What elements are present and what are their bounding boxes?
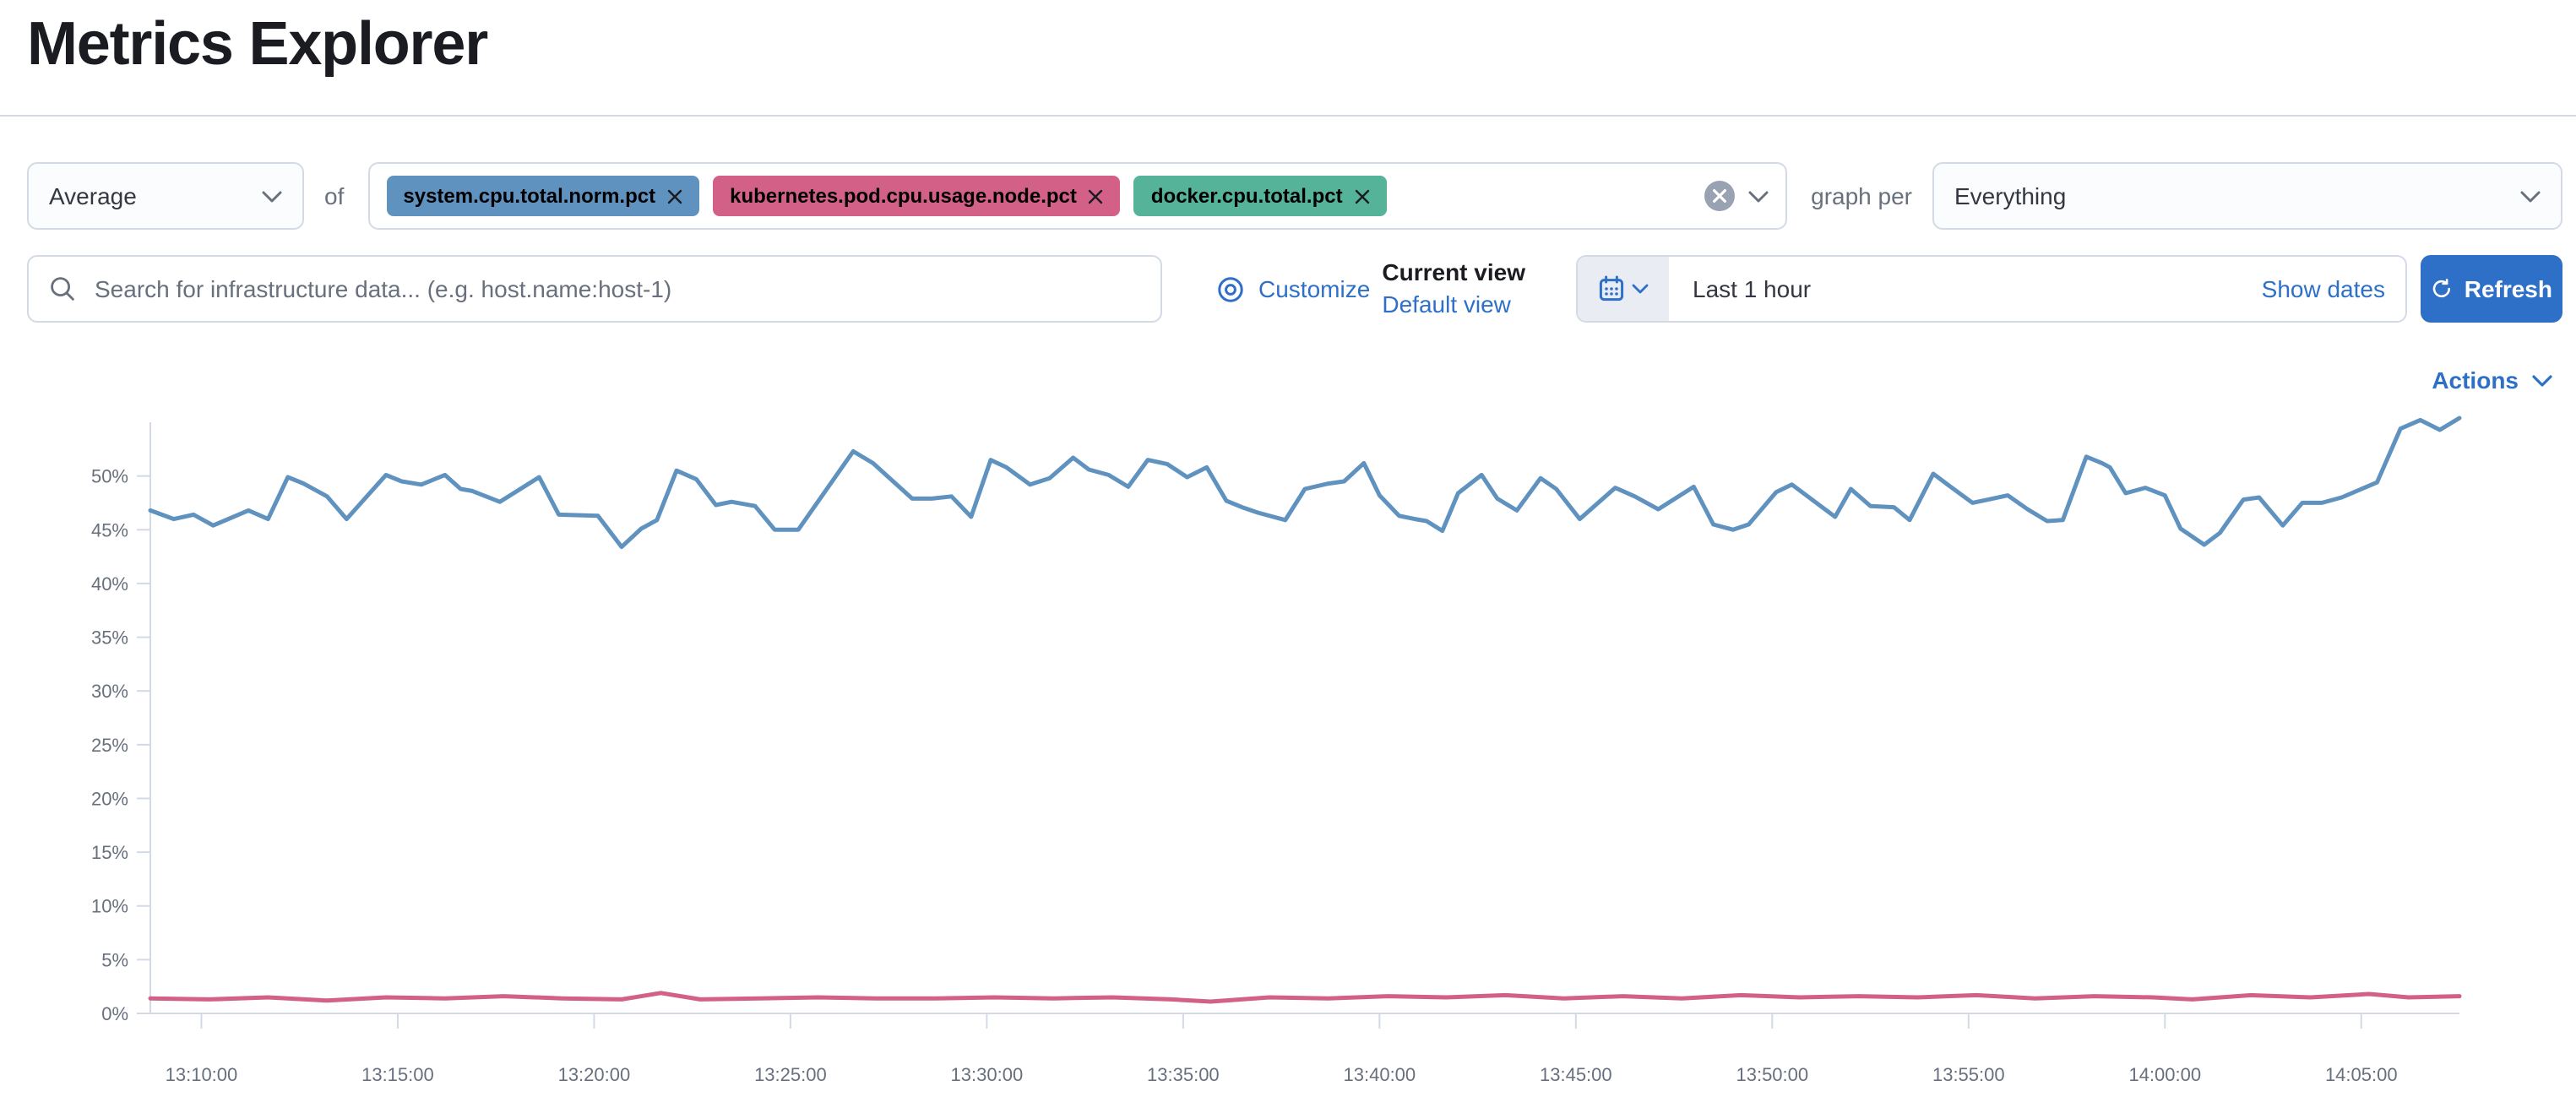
actions-menu-button[interactable]: Actions <box>2432 363 2552 397</box>
metric-badge-label: kubernetes.pod.cpu.usage.node.pct <box>730 184 1077 208</box>
metric-badge[interactable]: kubernetes.pod.cpu.usage.node.pct <box>713 176 1121 216</box>
customize-button[interactable]: Customize <box>1216 274 1370 303</box>
of-label: of <box>324 182 345 209</box>
graph-per-value: Everything <box>1954 182 2067 209</box>
metric-badge-label: system.cpu.total.norm.pct <box>403 184 656 208</box>
svg-text:13:40:00: 13:40:00 <box>1344 1064 1416 1085</box>
clear-all-icon[interactable] <box>1704 181 1736 211</box>
svg-text:13:20:00: 13:20:00 <box>558 1064 631 1085</box>
page-title: Metrics Explorer <box>27 8 488 78</box>
svg-text:13:45:00: 13:45:00 <box>1540 1064 1612 1085</box>
customize-label: Customize <box>1258 275 1371 302</box>
search-input[interactable] <box>91 274 1140 304</box>
refresh-button[interactable]: Refresh <box>2421 255 2562 323</box>
svg-text:13:35:00: 13:35:00 <box>1147 1064 1220 1085</box>
time-range-picker[interactable]: Last 1 hour Show dates <box>1576 255 2407 323</box>
search-icon <box>51 277 74 301</box>
graph-per-label: graph per <box>1811 182 1912 209</box>
svg-text:40%: 40% <box>91 573 128 595</box>
metric-badge-label: docker.cpu.total.pct <box>1150 184 1343 208</box>
svg-text:50%: 50% <box>91 466 128 487</box>
aggregation-value: Average <box>49 182 137 209</box>
header-divider <box>0 115 2576 117</box>
svg-text:20%: 20% <box>91 788 128 809</box>
actions-row: Actions <box>0 363 2552 397</box>
chevron-down-icon[interactable] <box>1748 190 1769 202</box>
aggregation-select[interactable]: Average <box>27 162 304 230</box>
calendar-icon <box>1599 275 1624 301</box>
svg-text:14:00:00: 14:00:00 <box>2128 1064 2201 1085</box>
default-view-link[interactable]: Default view <box>1382 291 1511 318</box>
svg-text:25%: 25% <box>91 735 128 756</box>
current-view-label: Current view <box>1382 258 1525 285</box>
chevron-down-icon <box>2532 374 2552 386</box>
metrics-combobox[interactable]: system.cpu.total.norm.pct kubernetes.pod… <box>367 162 1788 230</box>
actions-label: Actions <box>2432 367 2519 394</box>
chevron-down-icon <box>262 190 282 202</box>
remove-metric-icon[interactable] <box>1089 188 1104 204</box>
svg-text:45%: 45% <box>91 519 128 540</box>
svg-text:13:10:00: 13:10:00 <box>166 1064 238 1085</box>
metric-toolbar: Average of system.cpu.total.norm.pct kub… <box>27 162 2562 230</box>
filter-bar: Customize Current view Default view Last… <box>27 255 2562 323</box>
show-dates-button[interactable]: Show dates <box>2261 275 2385 302</box>
metric-badge[interactable]: docker.cpu.total.pct <box>1133 176 1387 216</box>
refresh-label: Refresh <box>2464 275 2552 302</box>
metric-badge[interactable]: system.cpu.total.norm.pct <box>386 176 700 216</box>
svg-text:0%: 0% <box>101 1003 128 1024</box>
graph-per-select[interactable]: Everything <box>1932 162 2562 230</box>
bullseye-icon <box>1218 276 1243 301</box>
metrics-explorer-page: Metrics Explorer Average of system.cpu.t… <box>0 7 2576 1108</box>
search-box[interactable] <box>27 255 1162 323</box>
time-picker-menu-button[interactable] <box>1578 257 1669 321</box>
remove-metric-icon[interactable] <box>667 188 682 204</box>
svg-text:5%: 5% <box>101 949 128 970</box>
refresh-icon <box>2432 279 2450 298</box>
svg-text:30%: 30% <box>91 681 128 702</box>
chevron-down-icon <box>1632 284 1649 294</box>
svg-text:13:15:00: 13:15:00 <box>361 1064 434 1085</box>
svg-text:13:30:00: 13:30:00 <box>951 1064 1024 1085</box>
svg-text:13:25:00: 13:25:00 <box>754 1064 827 1085</box>
svg-text:10%: 10% <box>91 896 128 917</box>
remove-metric-icon[interactable] <box>1355 188 1370 204</box>
time-range-value[interactable]: Last 1 hour <box>1693 275 1812 302</box>
metrics-chart[interactable]: 0% 5% 10% 15% 20% 25% 30% 35% 40% 45% 50% 13:10:00 1… <box>0 402 2576 1088</box>
svg-text:35%: 35% <box>91 627 128 649</box>
view-switcher: Current view Default view <box>1382 257 1525 321</box>
svg-text:15%: 15% <box>91 842 128 863</box>
svg-text:14:05:00: 14:05:00 <box>2325 1064 2398 1085</box>
svg-text:13:50:00: 13:50:00 <box>1736 1064 1808 1085</box>
svg-text:13:55:00: 13:55:00 <box>1932 1064 2005 1085</box>
chevron-down-icon <box>2520 190 2541 202</box>
